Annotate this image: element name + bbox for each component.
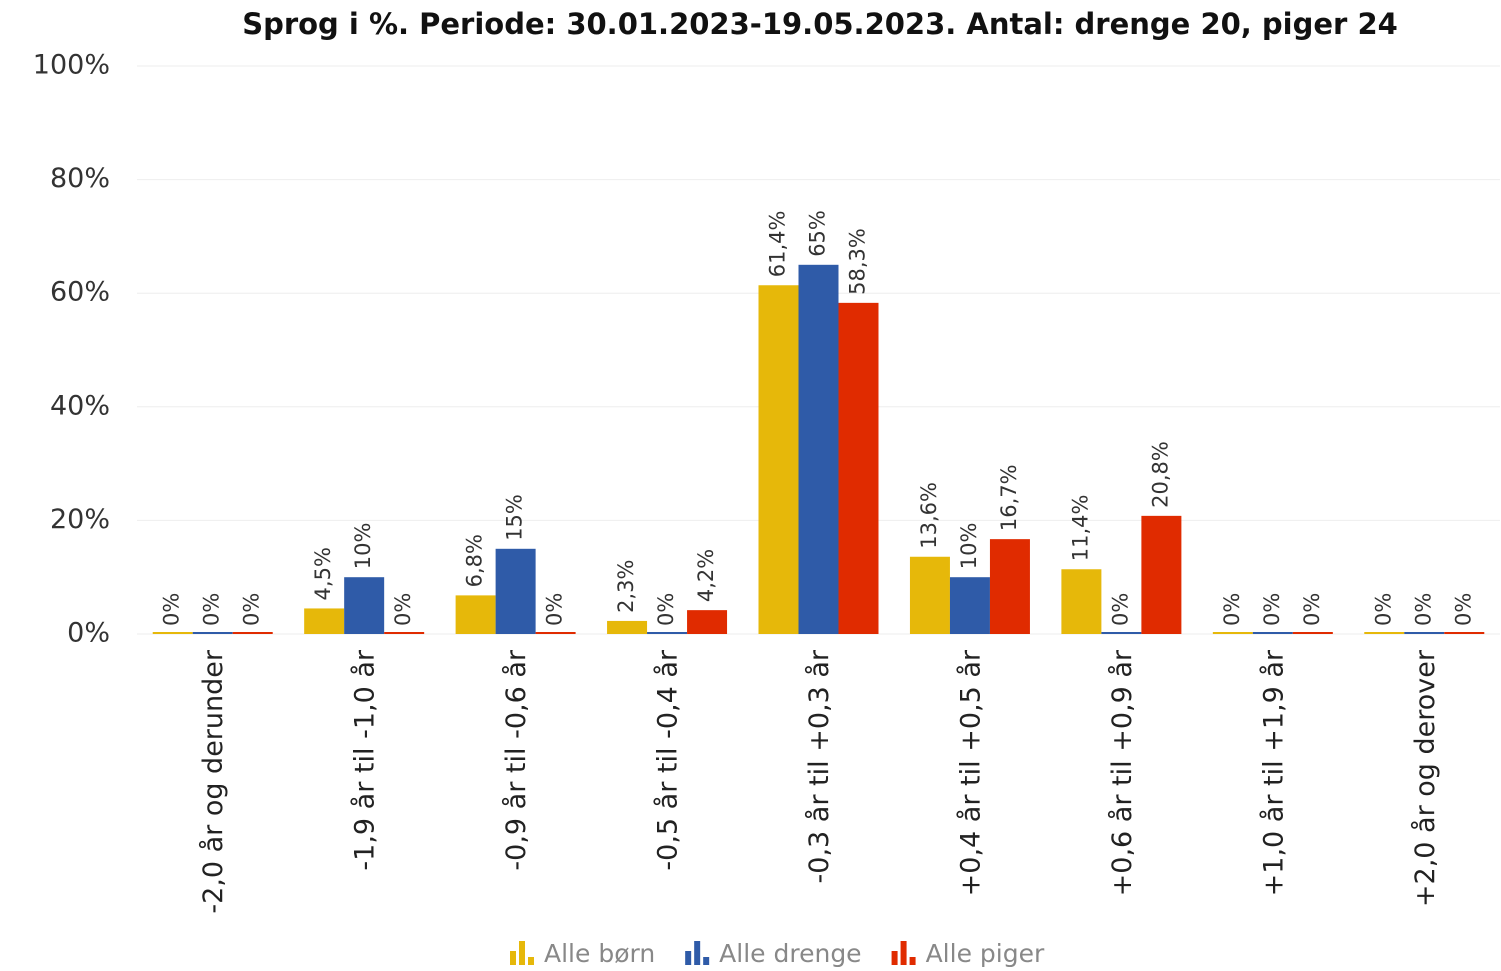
legend-icon: [510, 951, 516, 965]
bar: [1252, 632, 1293, 634]
x-tick-label: +2,0 år og derover: [1410, 649, 1441, 907]
value-label: 13,6%: [917, 482, 941, 549]
legend-label: Alle børn: [544, 939, 655, 968]
x-tick-label: -2,0 år og derunder: [198, 649, 229, 914]
bar: [909, 556, 950, 634]
bar: [1061, 569, 1102, 634]
legend-icon: [519, 941, 525, 965]
bar: [232, 632, 273, 634]
value-label: 0%: [200, 593, 224, 626]
bar: [535, 632, 576, 634]
bar: [1101, 632, 1142, 634]
y-tick-label: 100%: [33, 50, 110, 81]
x-tick-label: -1,9 år til -1,0 år: [350, 649, 381, 870]
bar: [647, 632, 688, 634]
bar: [1212, 632, 1253, 634]
legend-icon: [528, 957, 534, 965]
bar: [455, 595, 496, 634]
legend-label: Alle drenge: [719, 939, 861, 968]
value-label: 0%: [1451, 593, 1475, 626]
x-tick-label: +0,6 år til +0,9 år: [1107, 649, 1138, 896]
x-tick-label: -0,5 år til -0,4 år: [653, 649, 684, 870]
bar: [1364, 632, 1405, 634]
value-label: 6,8%: [463, 534, 487, 587]
bar: [344, 577, 385, 634]
y-tick-label: 20%: [50, 504, 110, 535]
chart-title: Sprog i %. Periode: 30.01.2023-19.05.202…: [242, 7, 1398, 41]
value-label: 10%: [351, 523, 375, 570]
value-label: 2,3%: [614, 560, 638, 613]
value-label: 4,5%: [311, 547, 335, 600]
value-label: 0%: [1220, 593, 1244, 626]
bar: [949, 577, 990, 634]
x-tick-label: -0,3 år til +0,3 år: [804, 649, 835, 883]
y-tick-label: 0%: [67, 618, 110, 649]
legend-icon: [694, 941, 701, 965]
value-label: 0%: [391, 593, 415, 626]
bar: [758, 285, 799, 634]
y-tick-label: 60%: [50, 277, 110, 308]
value-label: 0%: [240, 593, 264, 626]
x-tick-label: -0,9 år til -0,6 år: [501, 649, 532, 870]
legend-icon: [891, 951, 898, 965]
bar: [1141, 515, 1182, 634]
value-label: 0%: [1260, 593, 1284, 626]
value-label: 0%: [1371, 593, 1395, 626]
value-label: 0%: [1411, 593, 1435, 626]
bar: [798, 264, 839, 634]
bar: [607, 620, 648, 634]
y-tick-label: 40%: [50, 390, 110, 421]
legend-item: Alle børn: [510, 939, 655, 968]
bar: [1404, 632, 1445, 634]
x-tick-label: +1,0 år til +1,9 år: [1258, 649, 1289, 896]
bar: [1444, 632, 1485, 634]
legend-item: Alle piger: [891, 939, 1045, 968]
x-tick-label: +0,4 år til +0,5 år: [955, 649, 986, 896]
value-label: 4,2%: [694, 549, 718, 602]
bar: [192, 632, 233, 634]
legend-icon: [900, 941, 907, 965]
legend-label: Alle piger: [926, 939, 1045, 968]
bar: [495, 548, 536, 634]
value-label: 20,8%: [1148, 441, 1172, 508]
y-tick-label: 80%: [50, 163, 110, 194]
bar: [1292, 632, 1333, 634]
bar: [687, 610, 728, 634]
bar: [838, 302, 879, 634]
value-label: 0%: [160, 593, 184, 626]
bar: [989, 539, 1030, 634]
value-label: 0%: [543, 593, 567, 626]
value-label: 0%: [1300, 593, 1324, 626]
legend-icon: [909, 957, 916, 965]
value-label: 16,7%: [997, 464, 1021, 531]
value-label: 10%: [957, 523, 981, 570]
bar: [152, 632, 193, 634]
value-label: 15%: [503, 494, 527, 541]
legend-icon: [685, 951, 692, 965]
bar: [384, 632, 425, 634]
value-label: 65%: [806, 210, 830, 257]
value-label: 61,4%: [766, 211, 790, 278]
legend-icon: [703, 957, 710, 965]
value-label: 0%: [654, 593, 678, 626]
value-label: 0%: [1108, 593, 1132, 626]
bar: [304, 608, 345, 634]
value-label: 58,3%: [846, 228, 870, 295]
value-label: 11,4%: [1068, 495, 1092, 562]
legend-item: Alle drenge: [685, 939, 862, 968]
